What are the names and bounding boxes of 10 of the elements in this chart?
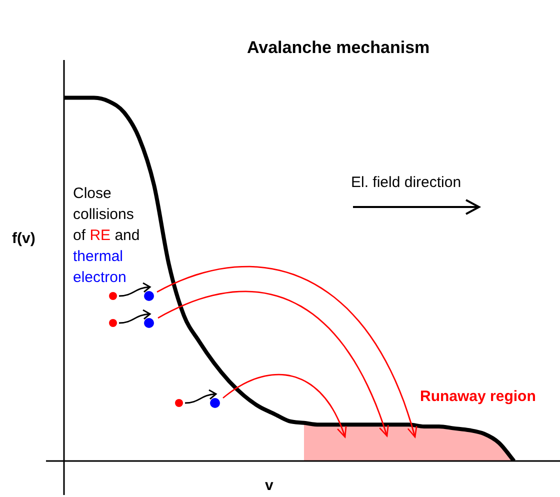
- annotation: El. field direction: [351, 174, 462, 191]
- annotation: electron: [73, 268, 128, 288]
- annotation: thermal: [73, 247, 124, 267]
- series-label: Runaway region: [420, 388, 536, 405]
- annotation: and: [114, 227, 140, 244]
- annotation: of: [73, 227, 87, 244]
- chart-title: Avalanche mechanism: [247, 38, 430, 58]
- y-axis-title: f(v): [12, 230, 36, 247]
- x-axis-title: v: [265, 477, 274, 494]
- annotation: RE: [90, 227, 111, 244]
